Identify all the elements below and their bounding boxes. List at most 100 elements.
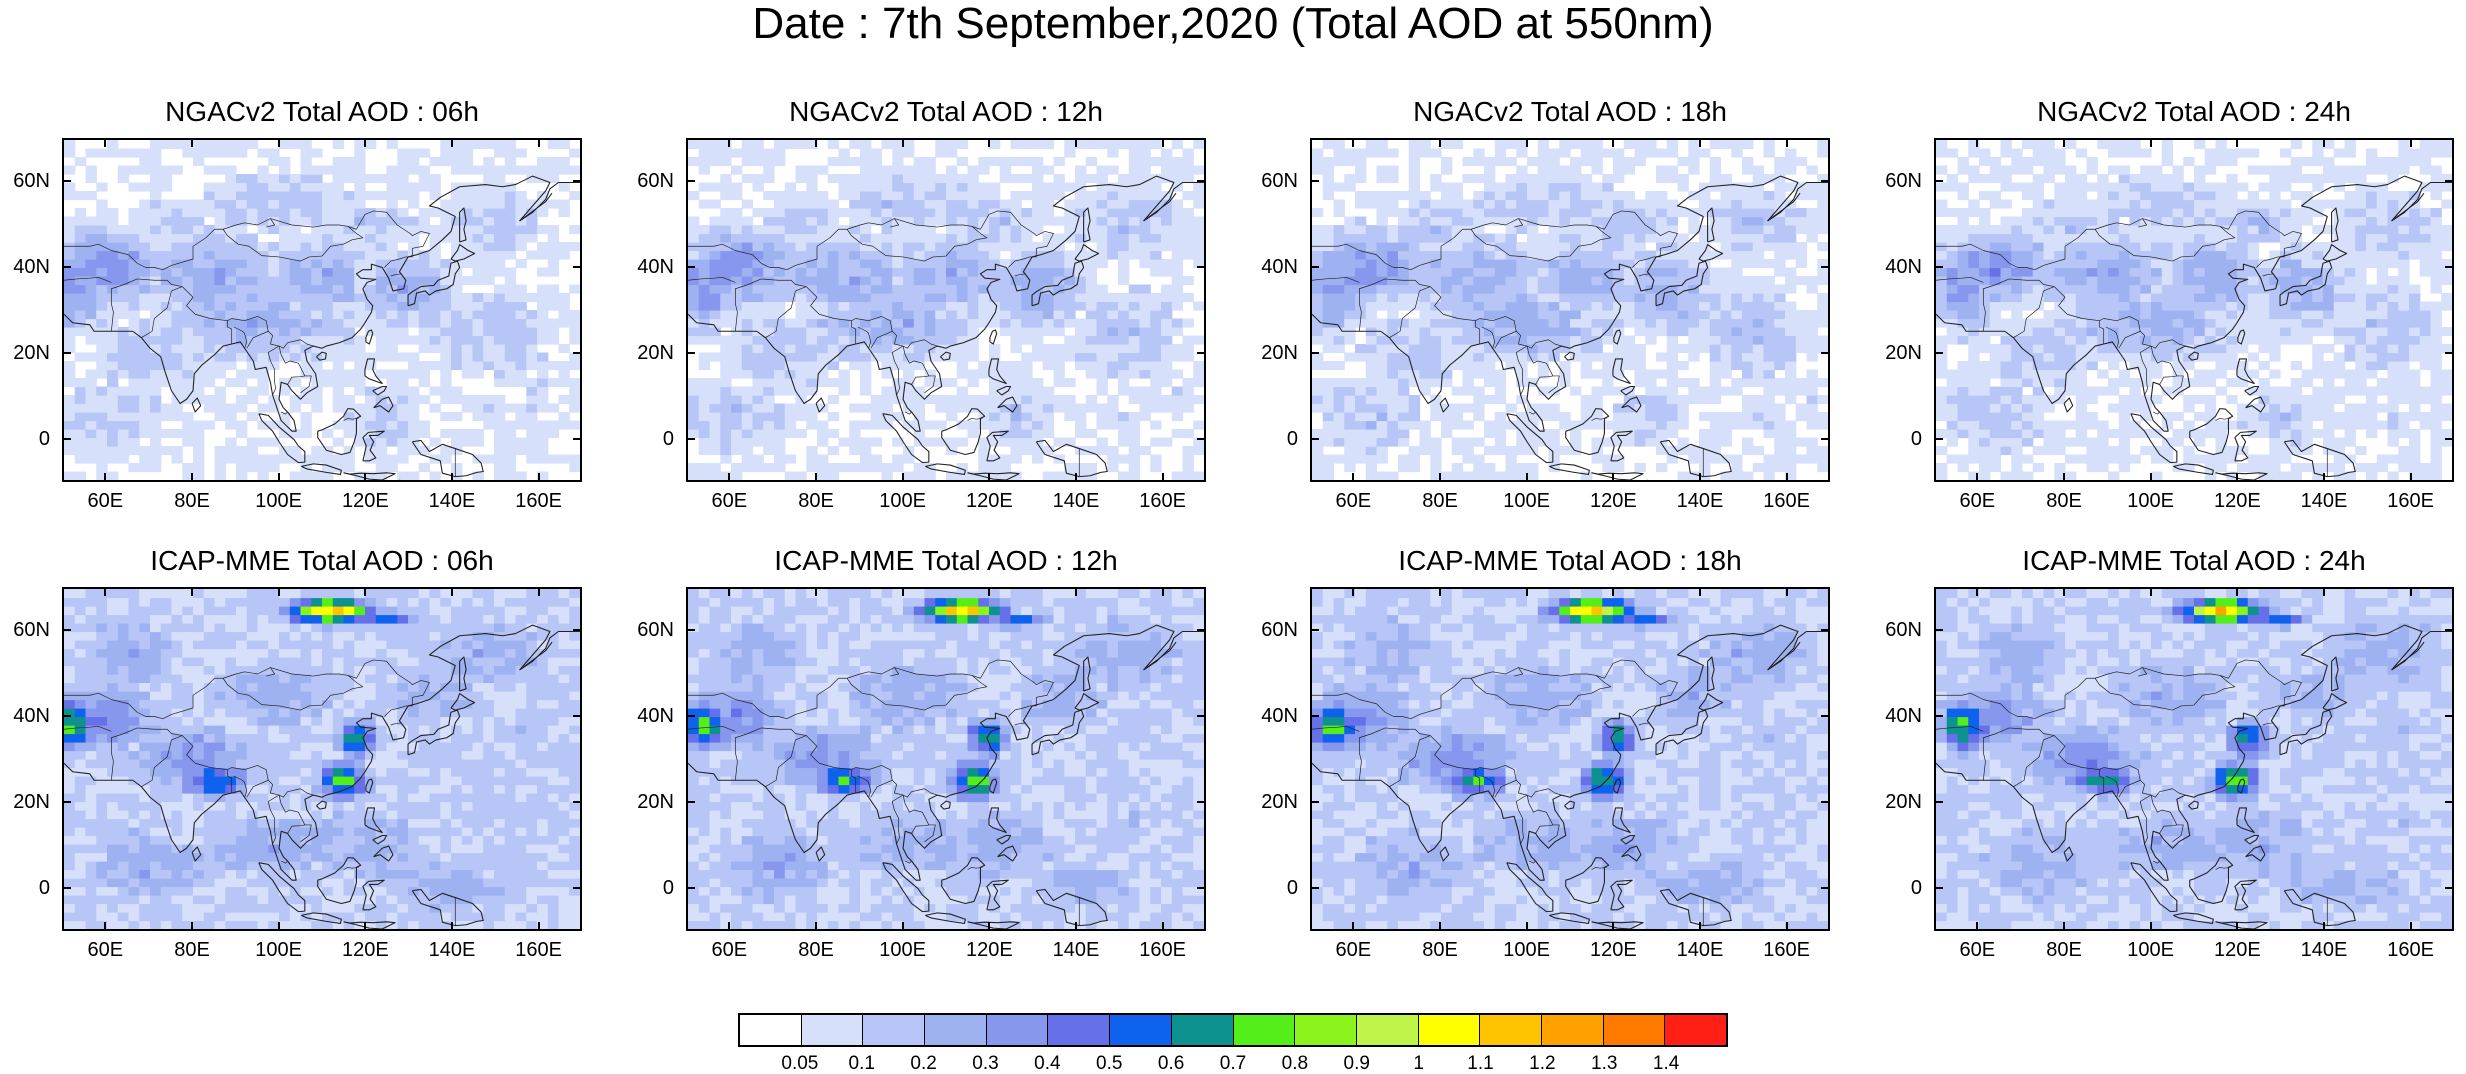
x-tick-mark (191, 473, 193, 482)
y-tick-mark (1310, 438, 1319, 440)
aod-field (64, 140, 580, 480)
x-tick-mark (451, 922, 453, 931)
x-tick-label: 160E (1133, 490, 1193, 512)
colorbar-swatch (1172, 1015, 1234, 1045)
y-tick-label: 20N (0, 342, 50, 364)
y-tick-mark (686, 715, 695, 717)
y-tick-mark (1821, 180, 1830, 182)
x-tick-label: 80E (162, 939, 222, 961)
x-tick-mark (104, 587, 106, 596)
map-frame (1934, 587, 2454, 931)
colorbar-swatch (1048, 1015, 1110, 1045)
y-tick-mark (1821, 629, 1830, 631)
x-tick-mark (1786, 587, 1788, 596)
x-tick-label: 120E (2207, 490, 2267, 512)
x-tick-mark (1526, 922, 1528, 931)
colorbar-label: 0.4 (1017, 1054, 1077, 1074)
x-tick-label: 120E (1583, 490, 1643, 512)
y-tick-mark (2445, 180, 2454, 182)
y-tick-label: 40N (0, 705, 50, 727)
x-tick-mark (1976, 587, 1978, 596)
figure-title: Date : 7th September,2020 (Total AOD at … (0, 2, 2466, 46)
colorbar-swatch (1604, 1015, 1666, 1045)
y-tick-label: 20N (0, 791, 50, 813)
x-tick-mark (2150, 922, 2152, 931)
x-tick-mark (1976, 138, 1978, 147)
x-tick-mark (1162, 922, 1164, 931)
y-tick-label: 60N (0, 619, 50, 641)
x-tick-label: 80E (2034, 939, 2094, 961)
y-tick-label: 40N (1862, 705, 1922, 727)
x-tick-label: 140E (2294, 939, 2354, 961)
y-tick-mark (62, 352, 71, 354)
y-tick-mark (2445, 629, 2454, 631)
x-tick-label: 60E (699, 939, 759, 961)
x-tick-label: 120E (335, 939, 395, 961)
colorbar-label: 0.2 (894, 1054, 954, 1074)
x-tick-label: 60E (1947, 939, 2007, 961)
x-tick-mark (2323, 587, 2325, 596)
x-tick-mark (364, 138, 366, 147)
y-tick-label: 40N (1238, 256, 1298, 278)
x-tick-label: 60E (1323, 490, 1383, 512)
x-tick-mark (728, 922, 730, 931)
x-tick-mark (538, 922, 540, 931)
x-tick-label: 160E (1757, 490, 1817, 512)
x-tick-mark (1352, 922, 1354, 931)
x-tick-mark (1976, 473, 1978, 482)
panel-title: NGACv2 Total AOD : 12h (656, 96, 1236, 128)
x-tick-mark (2323, 922, 2325, 931)
y-tick-mark (686, 266, 695, 268)
colorbar (738, 1013, 1728, 1047)
x-tick-mark (278, 922, 280, 931)
y-tick-mark (573, 715, 582, 717)
y-tick-label: 60N (1862, 170, 1922, 192)
colorbar-label: 1 (1389, 1054, 1449, 1074)
x-tick-mark (1612, 922, 1614, 931)
x-tick-mark (2236, 138, 2238, 147)
x-tick-mark (815, 922, 817, 931)
x-tick-mark (815, 138, 817, 147)
colorbar-swatch (1357, 1015, 1419, 1045)
x-tick-mark (278, 138, 280, 147)
x-tick-mark (104, 922, 106, 931)
y-tick-label: 0 (614, 428, 674, 450)
y-tick-label: 20N (614, 791, 674, 813)
y-tick-label: 20N (1238, 791, 1298, 813)
x-tick-mark (538, 473, 540, 482)
x-tick-mark (451, 587, 453, 596)
colorbar-label: 1.1 (1451, 1054, 1511, 1074)
colorbar-swatch (802, 1015, 864, 1045)
x-tick-mark (988, 587, 990, 596)
colorbar-label: 0.9 (1327, 1054, 1387, 1074)
x-tick-mark (988, 473, 990, 482)
x-tick-mark (451, 138, 453, 147)
y-tick-label: 20N (1862, 342, 1922, 364)
colorbar-label: 1.4 (1636, 1054, 1696, 1074)
x-tick-mark (1699, 922, 1701, 931)
x-tick-label: 100E (2121, 939, 2181, 961)
x-tick-mark (364, 587, 366, 596)
y-tick-mark (2445, 715, 2454, 717)
x-tick-mark (1526, 138, 1528, 147)
x-tick-label: 140E (1046, 939, 1106, 961)
x-tick-mark (2323, 138, 2325, 147)
y-tick-mark (2445, 266, 2454, 268)
y-tick-label: 60N (1862, 619, 1922, 641)
x-tick-mark (2410, 138, 2412, 147)
y-tick-mark (1197, 180, 1206, 182)
x-tick-mark (1352, 473, 1354, 482)
x-tick-label: 100E (873, 490, 933, 512)
x-tick-mark (1439, 473, 1441, 482)
x-tick-label: 160E (2381, 939, 2441, 961)
y-tick-mark (1310, 352, 1319, 354)
colorbar-label: 0.05 (770, 1054, 830, 1074)
aod-field (1312, 589, 1828, 929)
y-tick-mark (1821, 887, 1830, 889)
x-tick-label: 120E (959, 490, 1019, 512)
colorbar-swatch (1234, 1015, 1296, 1045)
